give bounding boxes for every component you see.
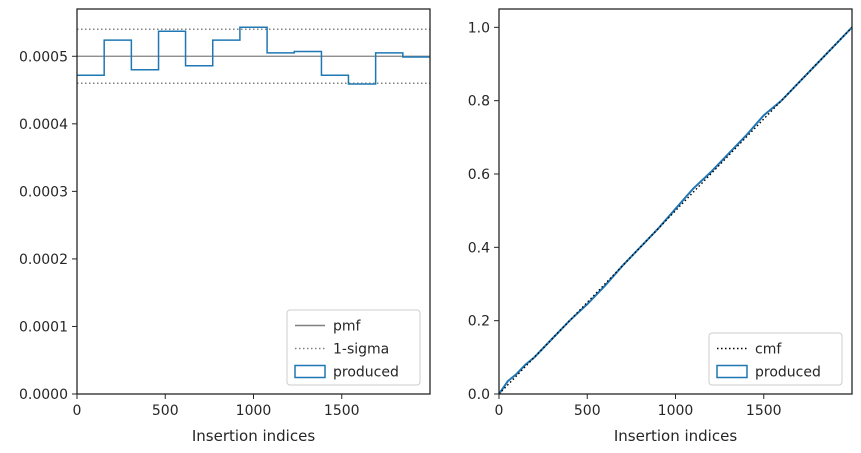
left-y-tick-label: 0.0000 (19, 387, 68, 403)
left-x-axis-label: Insertion indices (192, 427, 315, 445)
right-x-tick-label: 500 (574, 403, 601, 419)
right-x-axis-label: Insertion indices (614, 427, 737, 445)
left-legend-handle-box (294, 364, 326, 379)
right-y-tick-label: 1.0 (468, 20, 490, 36)
right-y-tick-label: 0.0 (468, 387, 490, 403)
left-x-tick-label: 1500 (324, 403, 360, 419)
right-y-tick-label: 0.4 (468, 240, 490, 256)
produced-step-histogram (77, 26, 430, 85)
left-legend-label: produced (333, 365, 399, 381)
chart-left-pmf: 0 500 1000 1500 0.0000 0.0001 0.0002 0.0003 0.00… (19, 8, 431, 445)
right-plot-frame (498, 8, 853, 395)
left-legend-label: pmf (333, 319, 362, 335)
chart-right-cmf: 0 500 1000 1500 0.0 0.2 0.4 0.6 0.8 1.0 Insertion … (468, 8, 853, 445)
left-y-tick-label: 0.0005 (19, 49, 68, 65)
right-y-tick-label: 0.8 (468, 94, 490, 110)
right-x-tick-label: 1000 (658, 403, 694, 419)
left-x-tick-label: 0 (73, 403, 82, 419)
right-y-tick-label: 0.2 (468, 314, 490, 330)
left-x-tick-label: 1000 (236, 403, 272, 419)
left-y-tick-label: 0.0004 (19, 117, 68, 133)
cmf-line (498, 26, 853, 395)
right-y-tick-label: 0.6 (468, 167, 490, 183)
left-x-tick-label: 500 (152, 403, 179, 419)
right-legend-label: produced (755, 365, 821, 381)
left-y-tick-label: 0.0002 (19, 252, 68, 268)
right-legend-handle-box (716, 364, 748, 379)
right-x-tick-label: 0 (495, 403, 504, 419)
right-legend-label: cmf (755, 342, 782, 358)
left-plot-frame (76, 8, 431, 395)
left-y-tick-label: 0.0003 (19, 184, 68, 200)
right-legend-frame (708, 332, 843, 386)
left-y-tick-label: 0.0001 (19, 319, 68, 335)
left-legend-label: 1-sigma (333, 342, 389, 358)
right-x-tick-label: 1500 (746, 403, 782, 419)
